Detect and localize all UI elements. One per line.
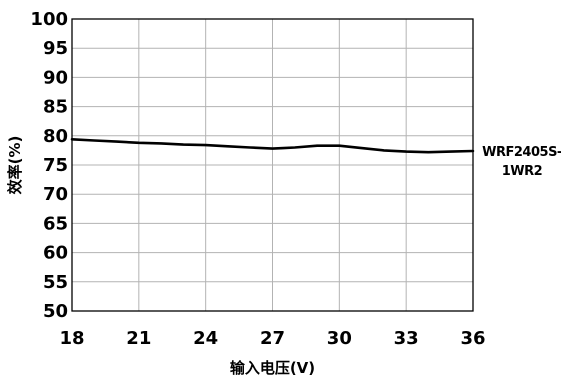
x-tick-label: 33 [394,328,419,349]
y-tick-label: 65 [43,213,68,234]
x-tick-label: 30 [327,328,352,349]
series-layer [70,138,475,154]
y-tick-label: 75 [43,155,68,176]
x-axis-ticks: 18 21 24 27 30 33 36 [59,328,485,349]
x-tick-label: 24 [193,328,218,349]
series-label-line: WRF2405S- [482,145,561,160]
x-tick-label: 36 [460,328,485,349]
x-tick-label: 27 [260,328,285,349]
x-tick-label: 18 [59,328,84,349]
plot-area-frame [71,18,474,312]
y-axis-title: 效率(%) [6,136,24,195]
series-label: WRF2405S- 1WR2 [482,145,561,179]
series-label-text: WRF2405S- 1WR2 [482,145,561,179]
x-axis-title: 输入电压(V) [230,359,315,376]
y-tick-label: 80 [43,126,68,147]
y-tick-label: 85 [43,97,68,118]
y-tick-label: 70 [43,184,68,205]
x-tick-label: 21 [126,328,151,349]
y-tick-label: 90 [43,67,68,88]
y-tick-label: 100 [30,9,68,30]
y-tick-label: 95 [43,38,68,59]
y-tick-label: 55 [43,272,68,293]
y-axis-ticks: 50 55 60 65 70 75 80 85 90 95 100 [30,9,68,322]
y-tick-label: 60 [43,243,68,264]
series-label-line: 1WR2 [502,164,542,179]
y-tick-label: 50 [43,301,68,322]
grid [72,19,473,311]
series-line [70,138,475,154]
